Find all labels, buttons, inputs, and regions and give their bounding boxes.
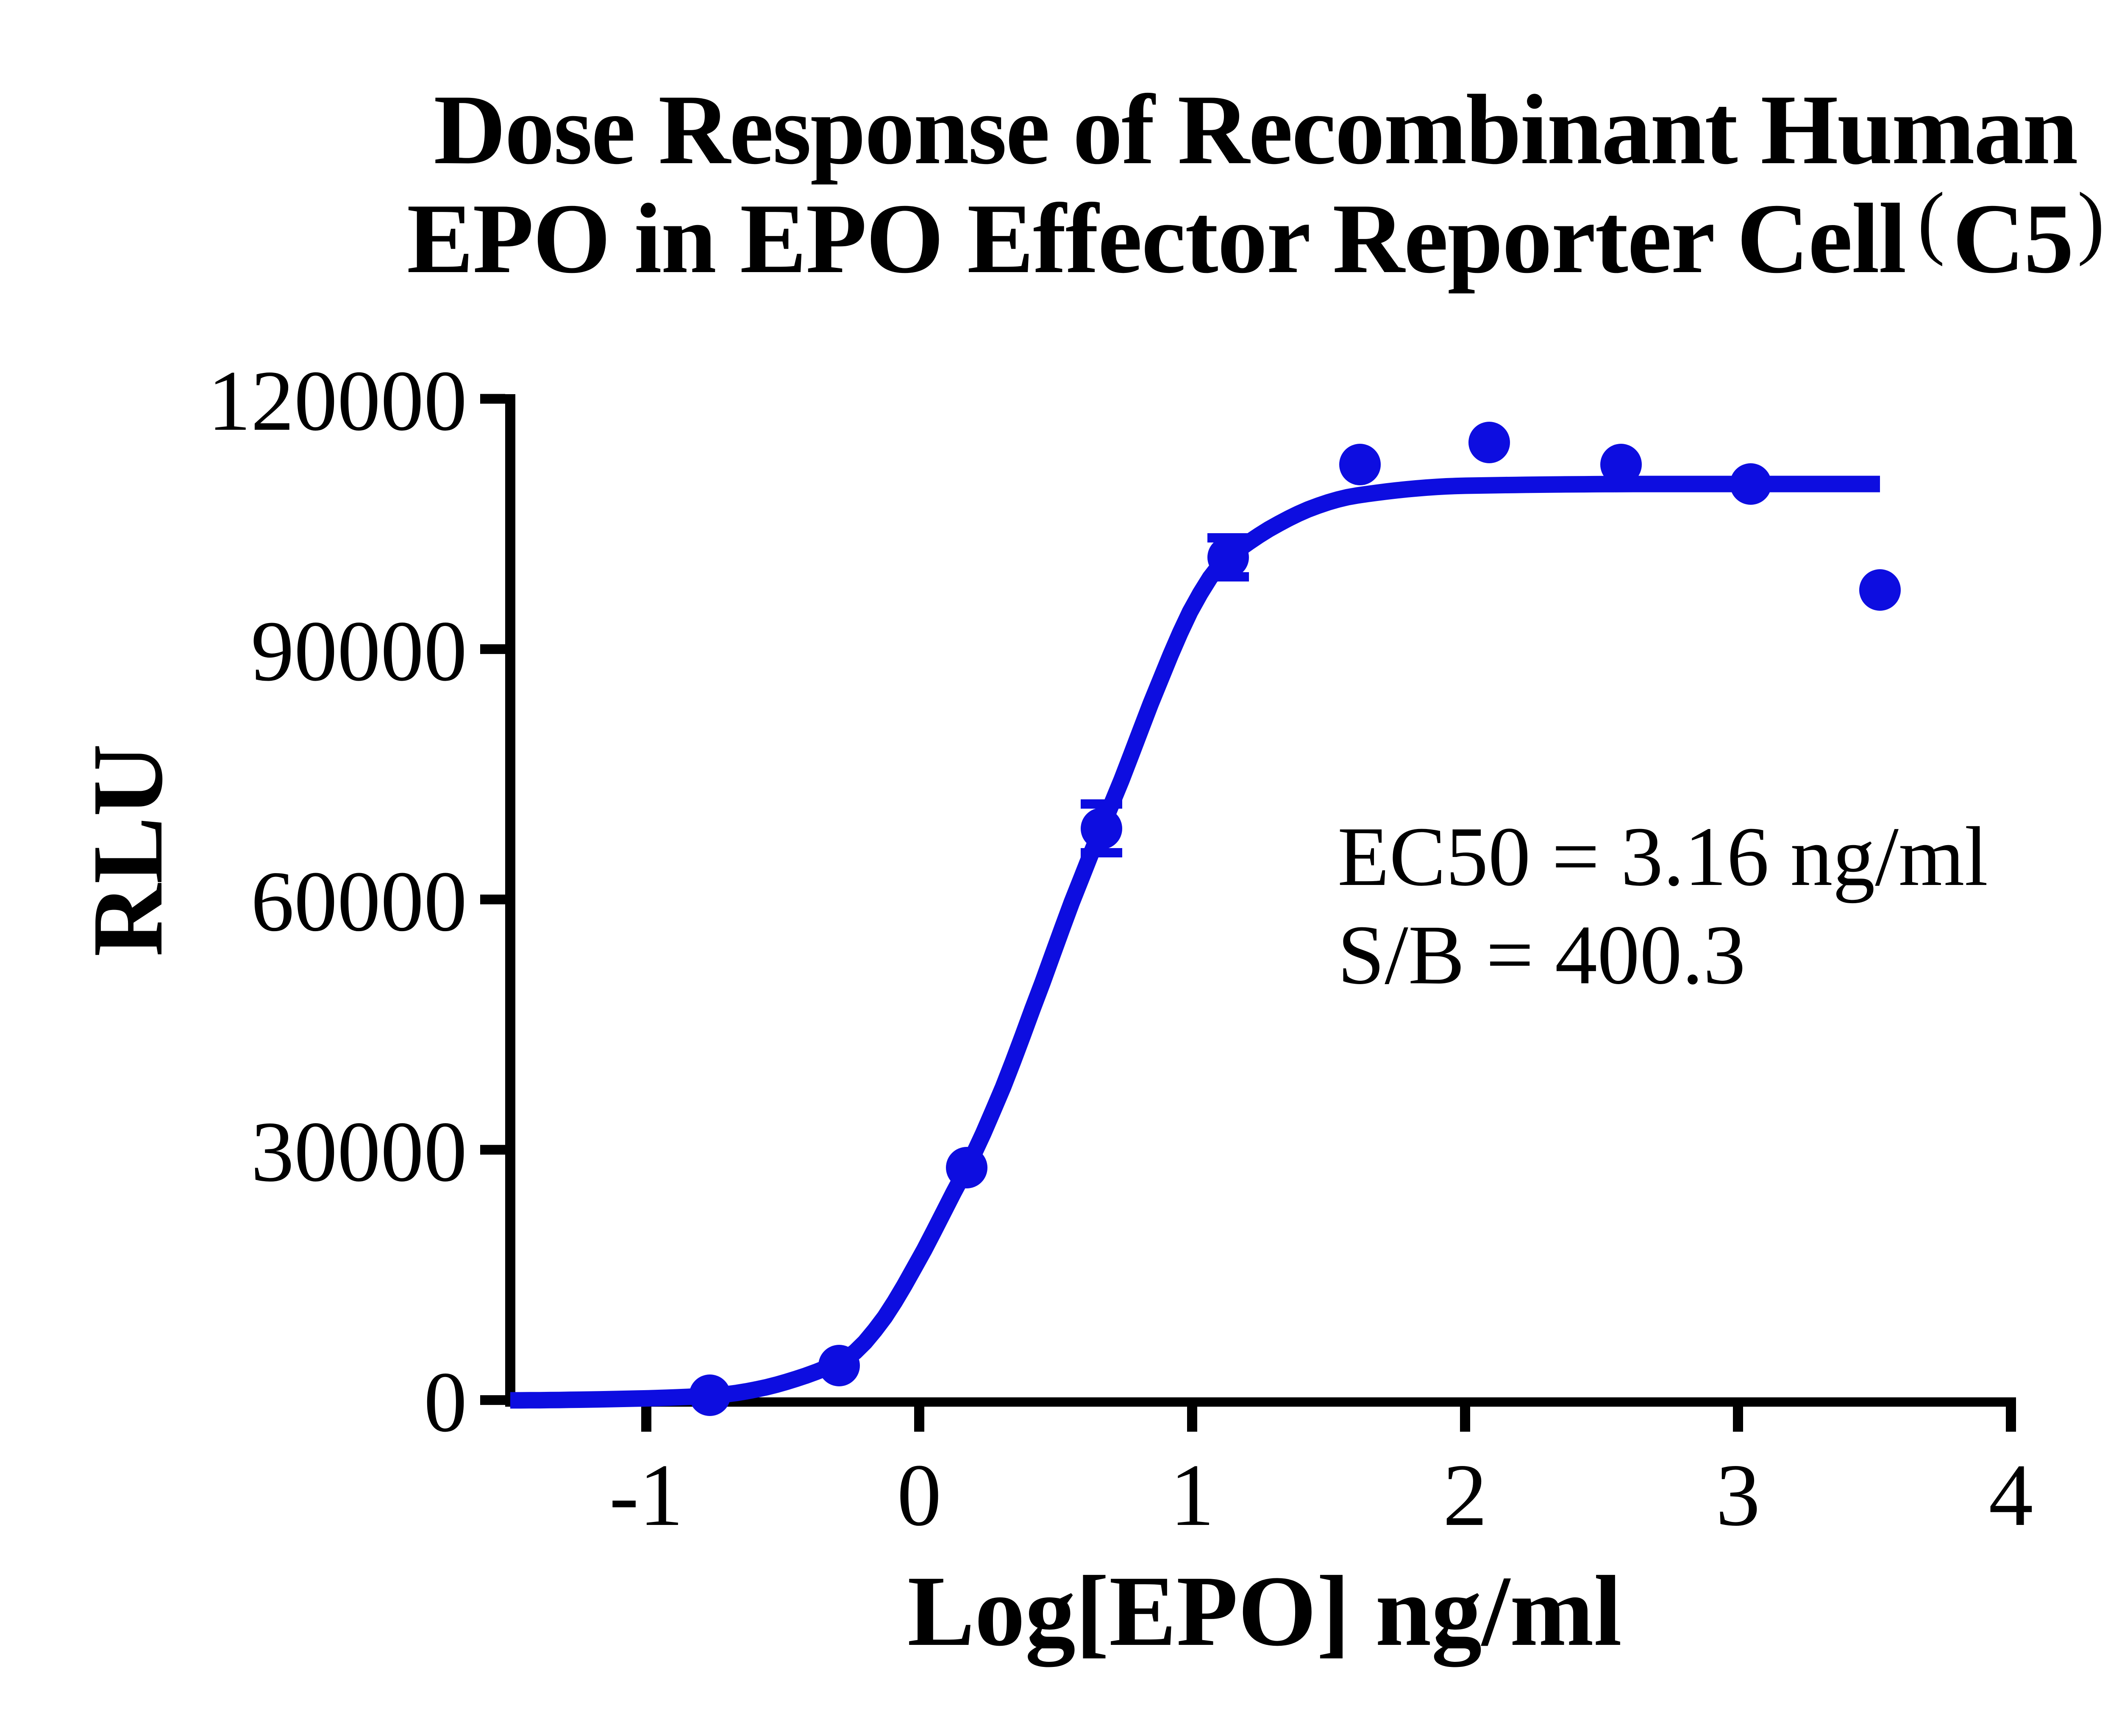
svg-text:1: 1 (1170, 1446, 1215, 1544)
svg-text:60000: 60000 (251, 854, 467, 949)
svg-text:EPO in EPO Effector Reporter C: EPO in EPO Effector Reporter Cell (C5) (407, 175, 2104, 294)
svg-text:3: 3 (1716, 1446, 1760, 1544)
svg-text:RLU: RLU (72, 744, 184, 957)
svg-text:EC50 = 3.16 ng/ml: EC50 = 3.16 ng/ml (1338, 810, 1988, 904)
svg-text:-1: -1 (609, 1446, 684, 1544)
svg-text:0: 0 (424, 1354, 467, 1450)
svg-text:2: 2 (1443, 1446, 1488, 1544)
svg-text:0: 0 (897, 1446, 942, 1544)
svg-text:120000: 120000 (208, 353, 467, 449)
svg-text:4: 4 (1989, 1446, 2033, 1544)
svg-text:Log[EPO] ng/ml: Log[EPO] ng/ml (907, 1555, 1622, 1667)
svg-text:Dose Response of Recombinant H: Dose Response of Recombinant Human (434, 75, 2077, 185)
svg-text:30000: 30000 (251, 1104, 467, 1200)
svg-text:90000: 90000 (251, 604, 467, 699)
svg-text:S/B = 400.3: S/B = 400.3 (1338, 908, 1746, 1002)
